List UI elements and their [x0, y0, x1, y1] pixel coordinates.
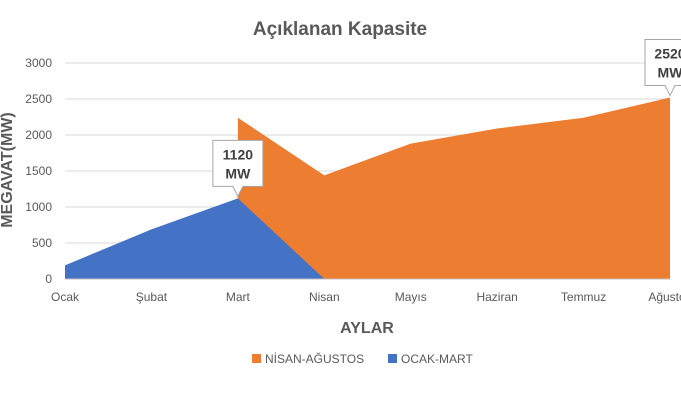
callout-value: 1120 — [223, 146, 254, 162]
chart-title: Açıklanan Kapasite — [253, 19, 427, 40]
x-tick-label: Ağustos — [648, 290, 681, 304]
x-tick-label: Temmuz — [561, 290, 606, 304]
x-tick-label: Mart — [226, 290, 251, 304]
legend-label: NİSAN-AĞUSTOS — [265, 351, 364, 366]
x-tick-label: Ocak — [51, 290, 80, 304]
callout: 2520 MW — [644, 39, 681, 97]
legend-item: NİSAN-AĞUSTOS — [252, 351, 364, 366]
legend-swatch — [388, 354, 397, 363]
y-tick-label: 1000 — [25, 200, 52, 214]
y-tick-label: 500 — [32, 236, 52, 250]
x-tick-label: Şubat — [136, 290, 168, 304]
callout-box — [644, 39, 681, 97]
x-tick-label: Haziran — [476, 290, 517, 304]
callout-value: 2520 — [654, 46, 681, 62]
x-axis-title: AYLAR — [340, 320, 394, 337]
callout-unit: MW — [225, 165, 251, 181]
legend-item: OCAK-MART — [388, 352, 473, 366]
x-tick-label: Nisan — [309, 290, 340, 304]
legend-label: OCAK-MART — [401, 352, 473, 366]
legend-swatch — [252, 354, 261, 363]
x-tick-labels: Ocak Şubat Mart Nisan Mayıs Haziran Temmuz Ağus… — [51, 290, 681, 304]
y-tick-label: 1500 — [25, 164, 52, 178]
x-tick-label: Mayıs — [395, 290, 427, 304]
y-tick-label: 3000 — [25, 56, 52, 70]
y-tick-label: 0 — [45, 272, 52, 286]
area-nisan-agustos — [237, 97, 670, 279]
callout: 1120 MW — [212, 139, 264, 198]
data-callouts: 1120 MW 2520 MW — [212, 39, 681, 198]
y-tick-label: 2000 — [25, 128, 52, 142]
callout-unit: MW — [658, 65, 681, 81]
y-tick-labels: 0 500 1000 1500 2000 2500 3000 — [25, 56, 52, 286]
area-ocak-mart — [65, 198, 325, 279]
y-axis-title: MEGAVAT(MW) — [0, 112, 16, 228]
callout-box — [212, 139, 264, 198]
legend: NİSAN-AĞUSTOS OCAK-MART — [252, 351, 473, 366]
area-series — [65, 97, 670, 279]
y-tick-label: 2500 — [25, 92, 52, 106]
